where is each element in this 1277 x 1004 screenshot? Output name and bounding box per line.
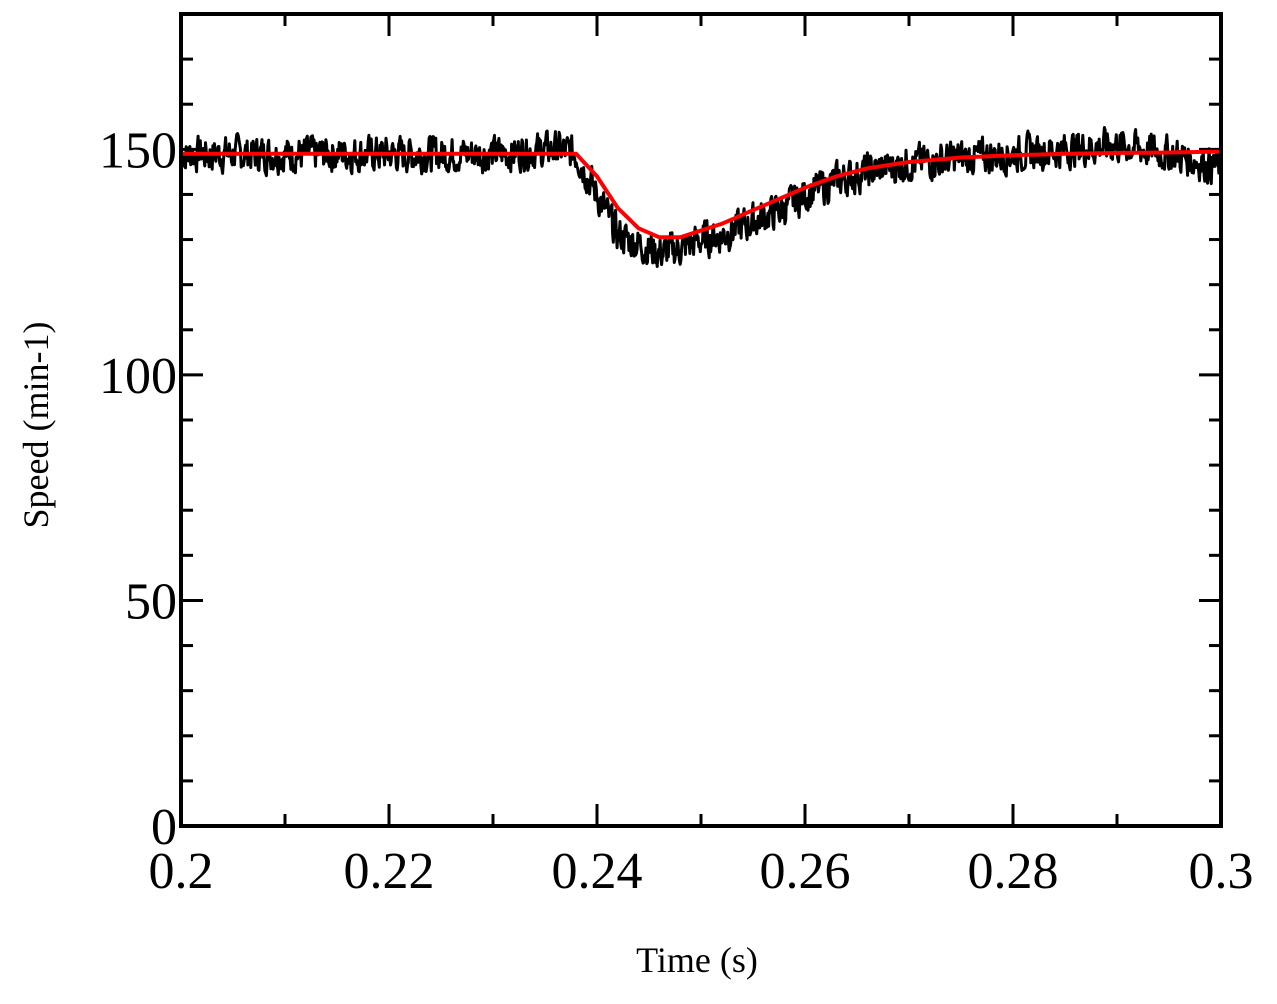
x-tick-label: 0.2 (149, 843, 214, 900)
x-tick-label: 0.26 (760, 843, 851, 900)
y-tick-label: 50 (125, 573, 177, 630)
x-tick-label: 0.24 (552, 843, 643, 900)
x-axis-label: Time (s) (636, 940, 758, 980)
y-tick-label: 150 (99, 122, 177, 179)
y-tick-label: 100 (99, 348, 177, 405)
x-tick-label: 0.28 (968, 843, 1059, 900)
plot-frame (179, 12, 1223, 828)
y-axis-label: Speed (min-1) (16, 321, 56, 529)
measured-speed-line (179, 126, 1223, 268)
x-tick-label: 0.3 (1189, 843, 1254, 900)
tick-labels: 0.2 0.22 0.24 0.26 0.28 0.3 0 50 100 150 (99, 122, 1254, 900)
reference-speed-line (181, 149, 1221, 240)
y-tick-label: 0 (151, 799, 177, 856)
x-tick-label: 0.22 (344, 843, 435, 900)
